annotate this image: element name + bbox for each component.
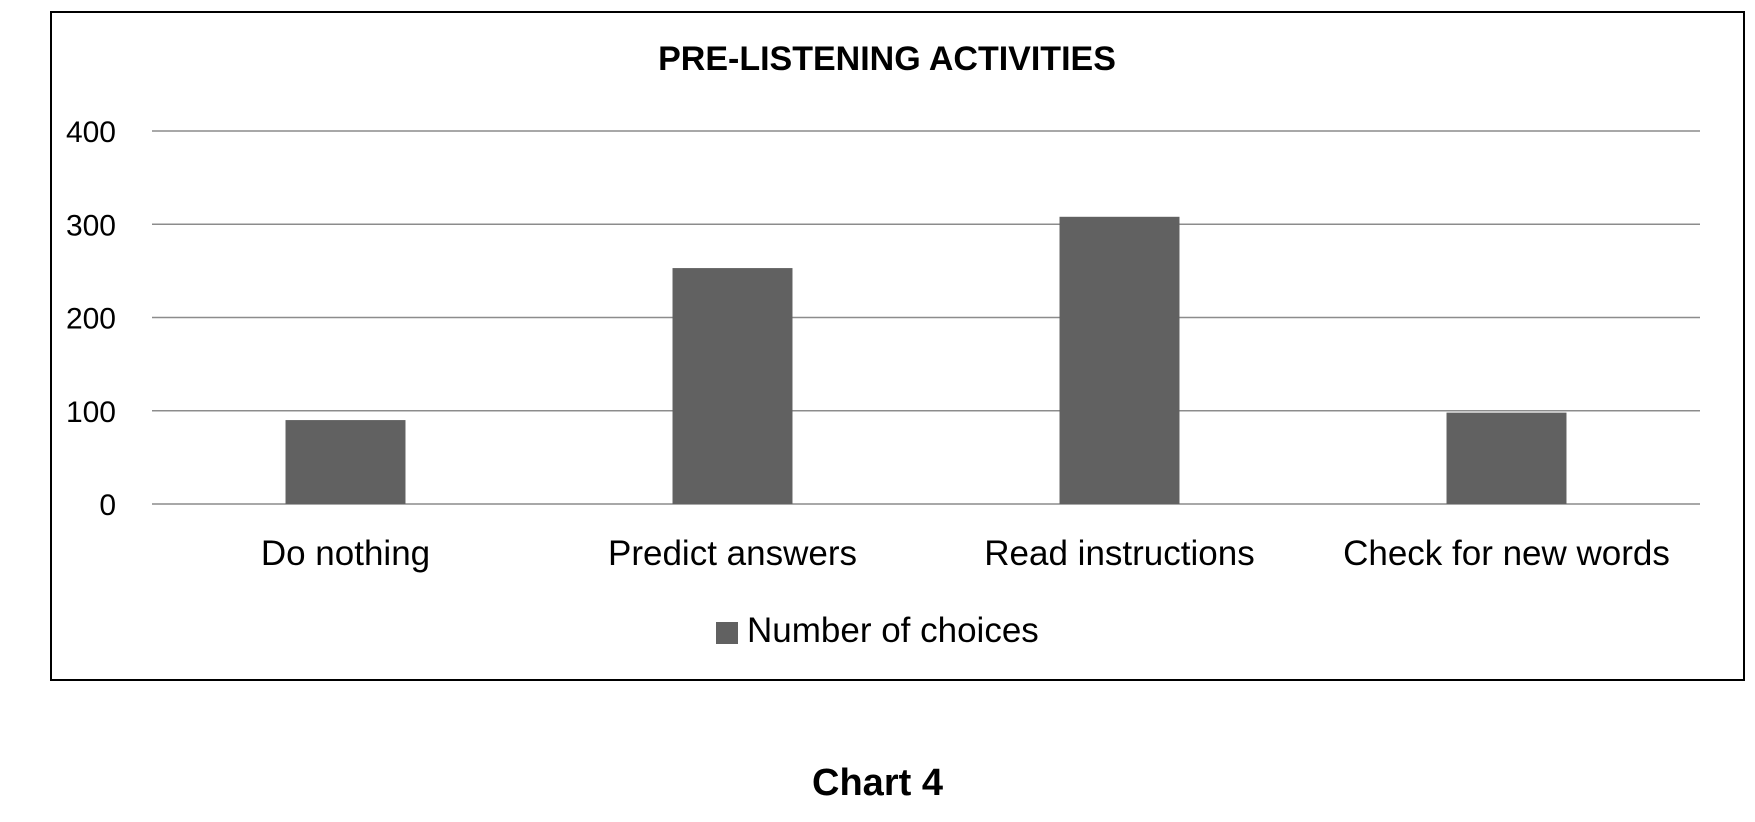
bar-read-instructions	[1059, 216, 1180, 505]
legend: Number of choices	[716, 611, 1039, 650]
bar-predict-answers	[672, 268, 793, 504]
x-category-label: Do nothing	[261, 534, 430, 573]
x-category-label: Predict answers	[608, 534, 857, 573]
y-tick-label: 400	[66, 116, 116, 149]
gridlines	[152, 130, 1700, 505]
chart-caption: Chart 4	[812, 762, 943, 804]
x-category-label: Read instructions	[984, 534, 1254, 573]
x-axis-category-labels: Do nothing Predict answers Read instructio…	[261, 534, 1670, 573]
bar-check-for-new-words	[1446, 412, 1567, 504]
bar-do-nothing	[285, 420, 406, 504]
legend-swatch	[716, 622, 738, 644]
y-tick-label: 0	[99, 489, 116, 522]
chart-title: PRE-LISTENING ACTIVITIES	[658, 40, 1116, 78]
y-tick-label: 100	[66, 396, 116, 429]
legend-label: Number of choices	[747, 611, 1039, 650]
y-axis-tick-labels: 0 100 200 300 400	[66, 116, 116, 522]
x-category-label: Check for new words	[1343, 534, 1670, 573]
chart-frame	[50, 11, 1745, 681]
bars	[285, 216, 1567, 505]
y-tick-label: 300	[66, 209, 116, 242]
y-tick-label: 200	[66, 303, 116, 336]
